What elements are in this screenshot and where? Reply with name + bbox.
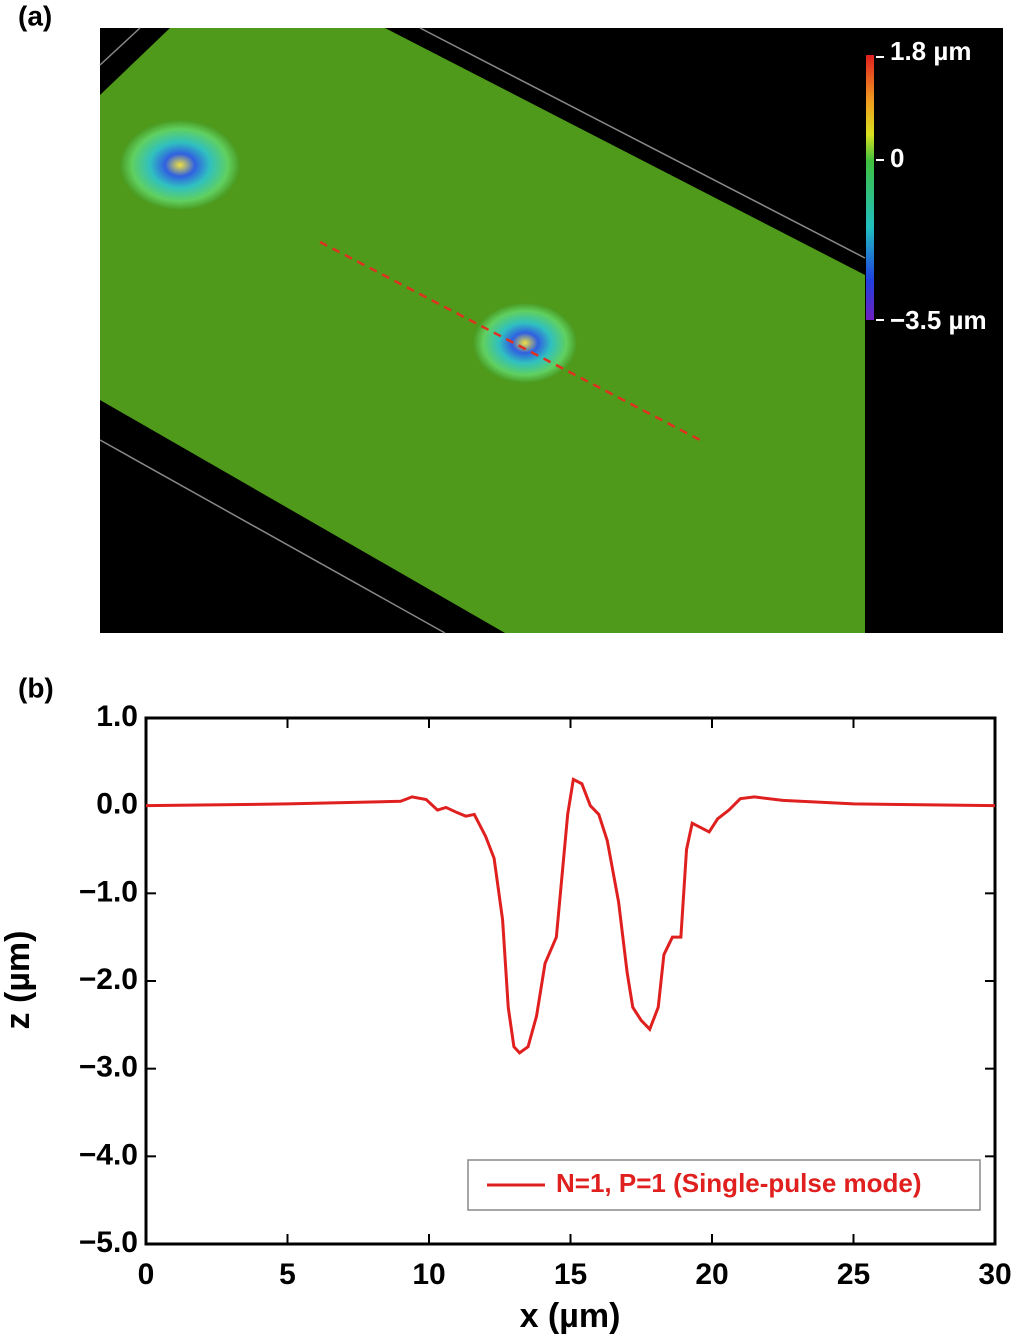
y-tick-label: −4.0 xyxy=(79,1138,138,1171)
x-tick-label: 0 xyxy=(138,1258,155,1291)
colorbar-label: 1.8 µm xyxy=(890,36,971,66)
x-tick-label: 5 xyxy=(279,1258,296,1291)
colorbar-label: −3.5 µm xyxy=(890,305,987,335)
legend-label: N=1, P=1 (Single-pulse mode) xyxy=(556,1168,922,1198)
panel-label: (a) xyxy=(18,0,52,31)
colorbar-label: 0 xyxy=(890,143,904,173)
x-tick-label: 20 xyxy=(695,1258,728,1291)
data-line xyxy=(145,777,996,1055)
x-tick-label: 25 xyxy=(837,1258,870,1291)
x-tick-label: 10 xyxy=(412,1258,445,1291)
panel-a-image xyxy=(99,27,1003,634)
y-tick-label: −1.0 xyxy=(79,875,138,908)
y-tick-label: −2.0 xyxy=(79,963,138,996)
y-tick-label: −3.0 xyxy=(79,1051,138,1084)
panel-label: (b) xyxy=(18,672,54,703)
x-axis-label: x (µm) xyxy=(520,1297,621,1335)
y-tick-label: 1.0 xyxy=(96,700,138,733)
x-tick-label: 15 xyxy=(554,1258,587,1291)
legend-box xyxy=(467,1159,981,1211)
x-tick-label: 30 xyxy=(978,1258,1011,1291)
y-tick-label: −5.0 xyxy=(79,1226,138,1259)
y-tick-label: 0.0 xyxy=(96,788,138,821)
y-axis-label: z (µm) xyxy=(0,931,37,1030)
